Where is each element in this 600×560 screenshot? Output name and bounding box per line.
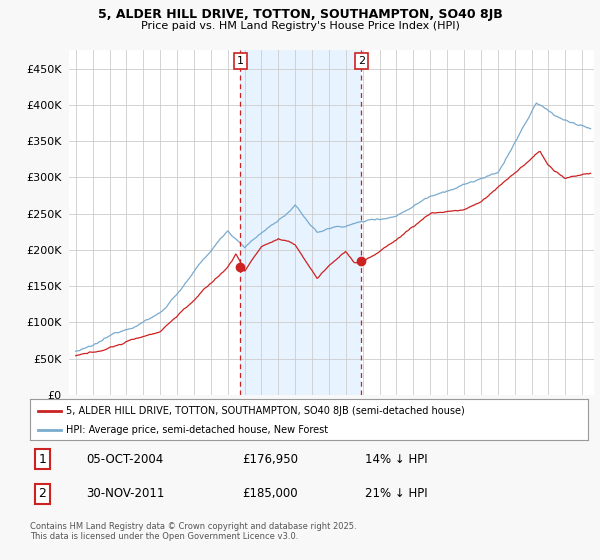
Text: 1: 1 (38, 452, 46, 465)
Text: 14% ↓ HPI: 14% ↓ HPI (365, 452, 427, 465)
Text: 30-NOV-2011: 30-NOV-2011 (86, 487, 164, 500)
Text: £176,950: £176,950 (242, 452, 298, 465)
Text: £185,000: £185,000 (242, 487, 298, 500)
Text: 2: 2 (38, 487, 46, 500)
Text: Contains HM Land Registry data © Crown copyright and database right 2025.
This d: Contains HM Land Registry data © Crown c… (30, 522, 356, 542)
Text: Price paid vs. HM Land Registry's House Price Index (HPI): Price paid vs. HM Land Registry's House … (140, 21, 460, 31)
Text: 5, ALDER HILL DRIVE, TOTTON, SOUTHAMPTON, SO40 8JB (semi-detached house): 5, ALDER HILL DRIVE, TOTTON, SOUTHAMPTON… (66, 405, 465, 416)
Text: 2: 2 (358, 56, 365, 66)
Text: HPI: Average price, semi-detached house, New Forest: HPI: Average price, semi-detached house,… (66, 424, 328, 435)
Text: 5, ALDER HILL DRIVE, TOTTON, SOUTHAMPTON, SO40 8JB: 5, ALDER HILL DRIVE, TOTTON, SOUTHAMPTON… (98, 8, 502, 21)
Text: 21% ↓ HPI: 21% ↓ HPI (365, 487, 427, 500)
Text: 05-OCT-2004: 05-OCT-2004 (86, 452, 163, 465)
Text: 1: 1 (237, 56, 244, 66)
Bar (241, 50, 361, 395)
